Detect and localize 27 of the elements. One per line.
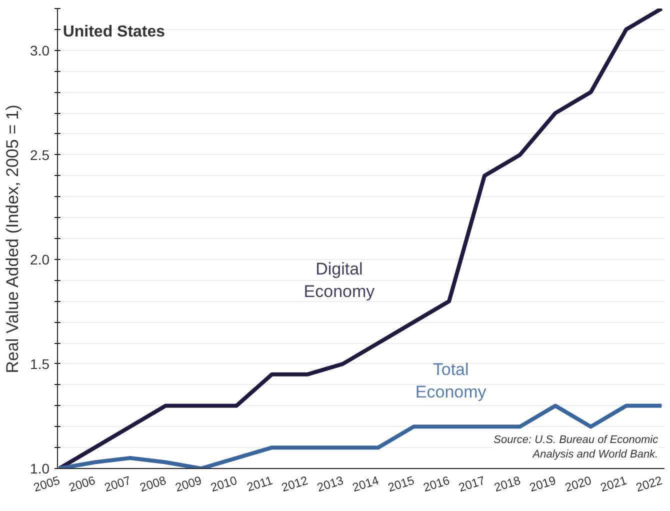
series-label: Total Economy — [415, 360, 487, 402]
text: Digital Economy — [304, 259, 376, 302]
y-tick-label: 1.5 — [30, 356, 50, 372]
x-tick-label: 2014 — [350, 473, 381, 495]
x-tick-label: 2017 — [457, 473, 488, 495]
x-tick-label: 2015 — [386, 473, 416, 495]
text: United States — [62, 24, 166, 40]
x-tick-label: 2021 — [598, 473, 629, 495]
y-axis-title: Real Value Added (Index, 2005 = 1) — [3, 104, 22, 374]
x-tick-label: 2022 — [634, 473, 664, 495]
x-tick-label: 2008 — [138, 473, 168, 495]
y-tick-label: 3.0 — [30, 42, 50, 58]
x-tick-label: 2009 — [174, 473, 204, 495]
x-tick-label: 2019 — [528, 473, 558, 495]
y-tick-label: 2.0 — [30, 251, 50, 268]
x-tick-label: 2020 — [563, 473, 594, 495]
x-tick-label: 2018 — [492, 473, 522, 495]
line-series — [58, 8, 664, 468]
y-tick-label: 2.5 — [30, 146, 50, 163]
x-tick-label: 2007 — [102, 473, 133, 495]
x-tick-label: 2012 — [280, 473, 310, 495]
x-tick-label: 2010 — [209, 473, 239, 495]
x-tick-label: 2016 — [422, 473, 452, 495]
x-tick-label: 2011 — [245, 473, 274, 494]
annotation: Source: U.S. Bureau of Economic Analysis and World Bank. — [494, 434, 659, 460]
x-tick-label: 2006 — [67, 473, 98, 495]
x-tick-label: 2013 — [315, 473, 346, 495]
